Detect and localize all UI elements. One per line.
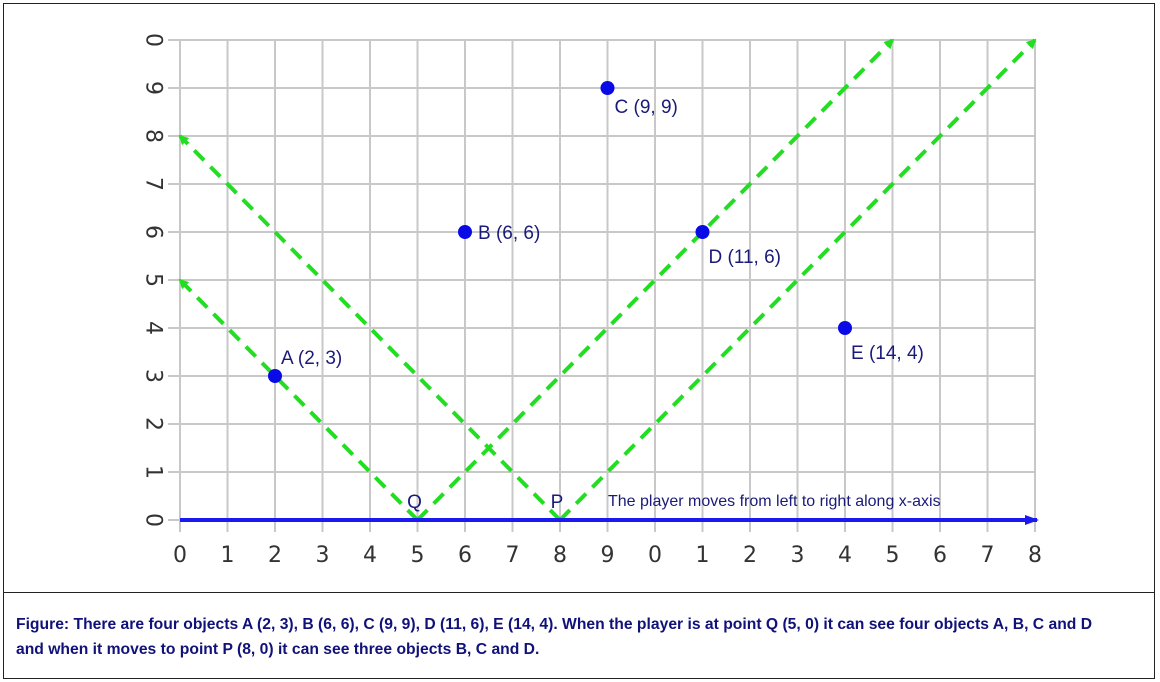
x-tick-label: 2 xyxy=(268,543,282,568)
grid xyxy=(168,40,1035,532)
point-labels: A (2, 3) B (6, 6) C (9, 9) D (11, 6) E (14, … xyxy=(281,97,941,513)
x-tick-label: 8 xyxy=(1028,543,1042,568)
y-tick-label: 9 xyxy=(141,81,166,95)
y-tick-label: 1 xyxy=(141,465,166,479)
y-tick-label: 0 xyxy=(141,33,166,47)
y-tick-label: 3 xyxy=(141,369,166,383)
x-tick-label: 4 xyxy=(363,543,377,568)
player-position-q: Q xyxy=(407,492,422,513)
x-tick-label: 2 xyxy=(743,543,757,568)
x-tick-label: 0 xyxy=(648,543,662,568)
x-tick-label: 0 xyxy=(173,543,187,568)
movement-annotation: The player moves from left to right alon… xyxy=(608,493,941,510)
caption-divider xyxy=(3,592,1155,593)
x-tick-label: 3 xyxy=(791,543,805,568)
y-tick-label: 0 xyxy=(141,513,166,527)
y-tick-label: 6 xyxy=(141,225,166,239)
x-tick-label: 1 xyxy=(696,543,710,568)
y-tick-label: 5 xyxy=(141,273,166,287)
figure-caption: Figure: There are four objects A (2, 3),… xyxy=(16,612,1123,662)
player-position-p: P xyxy=(551,492,564,513)
sight-line xyxy=(180,280,418,520)
point-label-c: C (9, 9) xyxy=(615,97,678,118)
x-tick-label: 9 xyxy=(601,543,615,568)
y-tick-label: 2 xyxy=(141,417,166,431)
x-tick-label: 4 xyxy=(838,543,852,568)
x-tick-label: 6 xyxy=(933,543,947,568)
point-e xyxy=(838,321,852,335)
x-tick-label: 7 xyxy=(981,543,995,568)
y-tick-label: 4 xyxy=(141,321,166,335)
point-label-b: B (6, 6) xyxy=(478,223,540,244)
y-tick-label: 7 xyxy=(141,177,166,191)
x-tick-label: 6 xyxy=(458,543,472,568)
x-tick-label: 3 xyxy=(316,543,330,568)
point-label-e: E (14, 4) xyxy=(851,343,924,364)
x-tick-label: 5 xyxy=(411,543,425,568)
point-d xyxy=(696,225,710,239)
point-c xyxy=(601,81,615,95)
point-b xyxy=(458,225,472,239)
x-tick-label: 1 xyxy=(221,543,235,568)
point-label-a: A (2, 3) xyxy=(281,348,342,369)
x-tick-label: 8 xyxy=(553,543,567,568)
point-label-d: D (11, 6) xyxy=(709,247,782,268)
y-tick-label: 8 xyxy=(141,129,166,143)
x-tick-label: 7 xyxy=(506,543,520,568)
x-tick-label: 5 xyxy=(886,543,900,568)
point-a xyxy=(268,369,282,383)
